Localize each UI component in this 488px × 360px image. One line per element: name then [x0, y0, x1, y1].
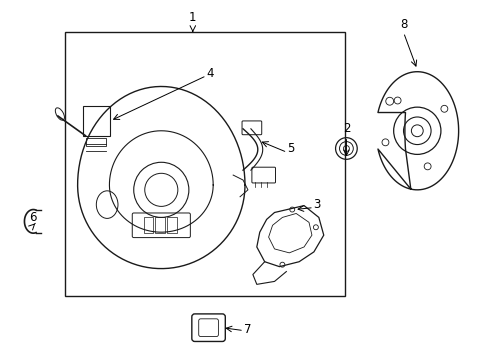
Text: 6: 6 — [29, 211, 37, 224]
Text: 1: 1 — [189, 12, 196, 24]
Bar — [65, 32, 345, 296]
Text: 5: 5 — [287, 142, 294, 155]
Text: 2: 2 — [342, 122, 349, 135]
Bar — [167, 217, 177, 233]
Text: 8: 8 — [399, 18, 407, 31]
Bar — [155, 217, 165, 233]
Bar — [143, 217, 153, 233]
Text: 4: 4 — [206, 67, 214, 80]
Bar — [82, 106, 110, 136]
Text: 3: 3 — [312, 198, 320, 211]
Text: 7: 7 — [244, 323, 251, 336]
Bar — [86, 138, 106, 145]
